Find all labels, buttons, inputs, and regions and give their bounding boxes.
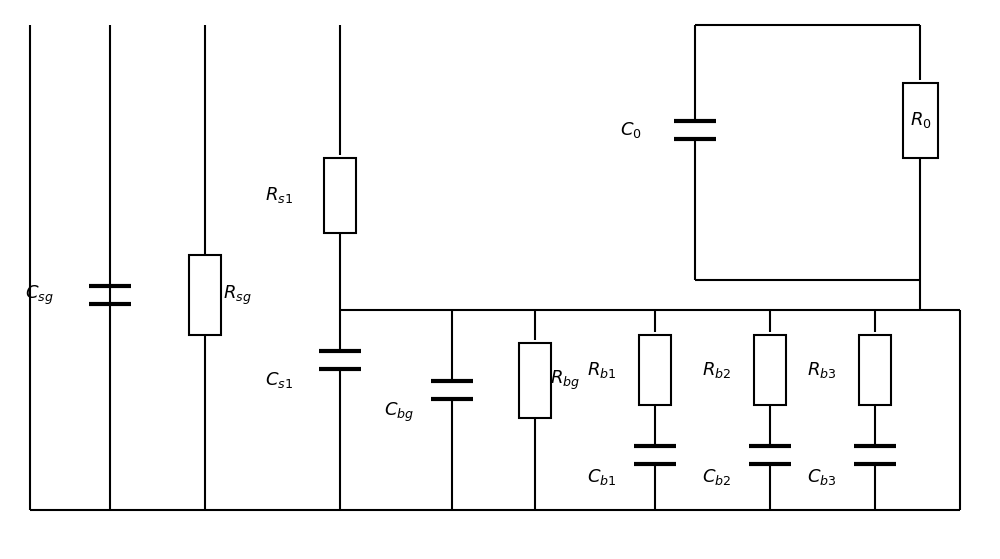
Text: $R_{b2}$: $R_{b2}$ [702, 360, 731, 380]
Text: $C_{b1}$: $C_{b1}$ [587, 467, 616, 487]
Bar [519, 343, 551, 418]
Bar [902, 83, 938, 158]
Text: $C_{b2}$: $C_{b2}$ [702, 467, 731, 487]
Bar [324, 158, 356, 233]
Bar [754, 335, 786, 405]
Text: $R_{b1}$: $R_{b1}$ [587, 360, 616, 380]
Text: $R_{0}$: $R_{0}$ [910, 110, 932, 130]
Text: $C_{bg}$: $C_{bg}$ [384, 400, 414, 424]
Text: $R_{bg}$: $R_{bg}$ [550, 368, 580, 392]
Text: $R_{sg}$: $R_{sg}$ [223, 283, 252, 306]
Bar [859, 335, 891, 405]
Bar [639, 335, 671, 405]
Text: $R_{s1}$: $R_{s1}$ [265, 185, 293, 205]
Text: $C_{0}$: $C_{0}$ [620, 120, 642, 140]
Bar [189, 255, 221, 335]
Text: $C_{b3}$: $C_{b3}$ [807, 467, 837, 487]
Text: $C_{s1}$: $C_{s1}$ [265, 370, 293, 390]
Text: $C_{sg}$: $C_{sg}$ [25, 283, 54, 306]
Text: $R_{b3}$: $R_{b3}$ [807, 360, 836, 380]
